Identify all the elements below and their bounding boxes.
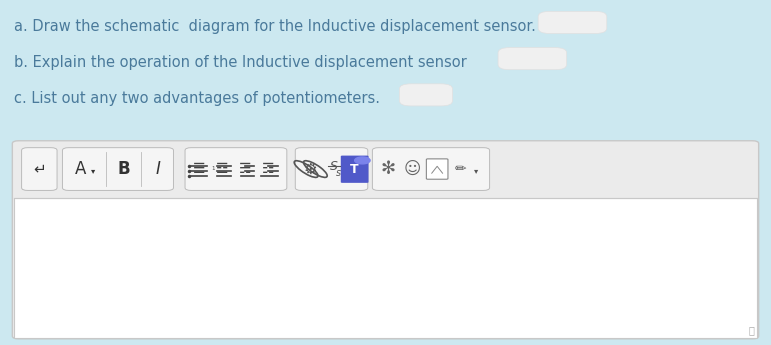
- FancyBboxPatch shape: [426, 159, 448, 179]
- Text: I: I: [156, 160, 160, 178]
- FancyBboxPatch shape: [12, 141, 759, 339]
- Text: s: s: [336, 168, 341, 178]
- Circle shape: [355, 157, 370, 164]
- FancyBboxPatch shape: [295, 148, 368, 190]
- Text: ☴: ☴: [239, 162, 251, 176]
- Text: ↵: ↵: [33, 161, 45, 177]
- Text: T: T: [350, 162, 359, 176]
- Text: A: A: [76, 160, 86, 178]
- Text: ▾: ▾: [473, 166, 478, 175]
- FancyBboxPatch shape: [399, 84, 453, 106]
- Text: c. List out any two advantages of potentiometers.: c. List out any two advantages of potent…: [14, 91, 380, 106]
- FancyBboxPatch shape: [372, 148, 490, 190]
- Text: B: B: [118, 160, 130, 178]
- Text: ☲: ☲: [216, 162, 228, 176]
- Text: S: S: [330, 160, 338, 173]
- Text: ☶: ☶: [262, 162, 274, 176]
- Text: ☺: ☺: [404, 160, 421, 178]
- FancyBboxPatch shape: [185, 148, 287, 190]
- FancyBboxPatch shape: [62, 148, 173, 190]
- Text: ✏: ✏: [454, 162, 466, 176]
- FancyBboxPatch shape: [498, 48, 567, 70]
- FancyBboxPatch shape: [22, 148, 57, 190]
- Text: 1: 1: [211, 166, 214, 170]
- Text: ✻: ✻: [380, 160, 396, 178]
- Text: ⚙: ⚙: [304, 161, 318, 177]
- Text: a. Draw the schematic  diagram for the Inductive displacement sensor.: a. Draw the schematic diagram for the In…: [14, 19, 536, 34]
- Text: ▾: ▾: [91, 166, 96, 175]
- Text: b. Explain the operation of the Inductive displacement sensor: b. Explain the operation of the Inductiv…: [14, 55, 466, 70]
- Bar: [14, 198, 757, 338]
- Text: ⤡: ⤡: [748, 325, 754, 335]
- FancyBboxPatch shape: [538, 11, 607, 33]
- FancyBboxPatch shape: [341, 156, 369, 183]
- Text: ☰: ☰: [193, 162, 205, 176]
